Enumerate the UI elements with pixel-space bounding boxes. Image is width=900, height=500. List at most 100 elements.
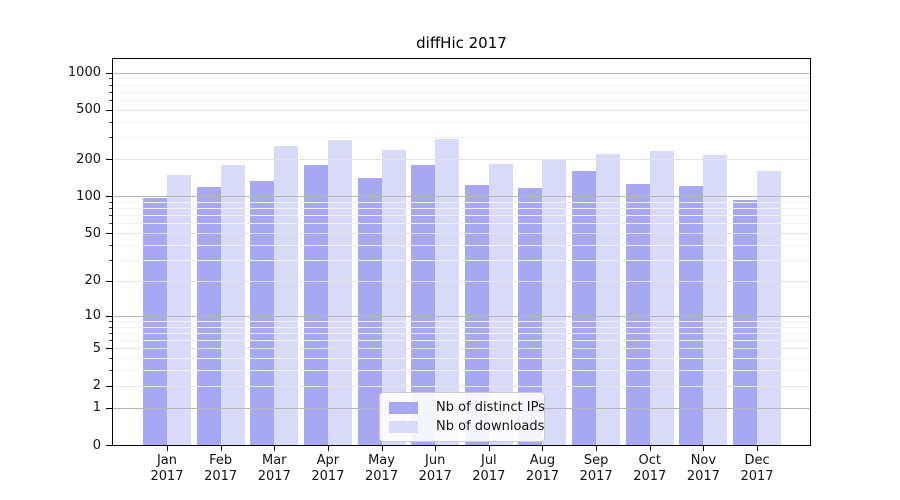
y-minor-tick <box>109 332 112 334</box>
plot-area: 0 1 2 5 10 20 50 100 200 500 1000 Jan 2017 Feb 2017 M… <box>68 58 811 484</box>
x-tick <box>435 445 437 451</box>
y-tick-label: 50 <box>84 225 101 241</box>
bar-downloads <box>220 165 245 445</box>
y-tick <box>106 196 112 198</box>
x-tick <box>327 445 329 451</box>
bar-distinct-ips <box>303 164 328 445</box>
gridline-major <box>113 72 810 74</box>
y-tick <box>106 280 112 282</box>
y-tick-label: 0 <box>92 437 101 453</box>
x-tick <box>596 445 598 451</box>
y-minor-tick <box>109 215 112 217</box>
y-minor-tick <box>109 201 112 203</box>
y-tick-label: 200 <box>76 151 101 167</box>
gridline-minor <box>113 332 810 334</box>
gridline-minor <box>113 84 810 86</box>
gridline-major <box>113 280 810 282</box>
x-tick-label: Jun 2017 <box>418 453 452 484</box>
gridline-minor <box>113 259 810 261</box>
gridline-major <box>113 315 810 317</box>
legend-row-distinct-ips: Nb of distinct IPs <box>389 398 545 417</box>
gridline-minor <box>113 208 810 210</box>
y-tick-label: 2 <box>92 378 101 394</box>
axis-layer: 0 1 2 5 10 20 50 100 200 500 1000 Jan 2017 Feb 2017 M… <box>68 59 810 484</box>
gridline-minor <box>113 358 810 360</box>
y-tick <box>106 348 112 350</box>
gridline-major <box>113 196 810 198</box>
x-tick <box>703 445 705 451</box>
x-tick <box>220 445 222 451</box>
y-minor-tick <box>109 121 112 123</box>
gridline-major <box>113 348 810 350</box>
gridline-minor <box>113 340 810 342</box>
bar-downloads <box>327 140 352 445</box>
chart-title: diffHic 2017 <box>416 34 507 52</box>
gridline-minor <box>113 137 810 139</box>
gridline-minor <box>113 100 810 102</box>
y-tick <box>106 72 112 74</box>
x-tick-label: Feb 2017 <box>204 453 238 484</box>
y-tick-label: 1000 <box>67 65 101 81</box>
gridline-minor <box>113 121 810 123</box>
gridline-minor <box>113 223 810 225</box>
bar-downloads <box>274 145 299 445</box>
gridline-minor <box>113 201 810 203</box>
y-minor-tick <box>109 326 112 328</box>
y-minor-tick <box>109 223 112 225</box>
x-tick-label: Nov 2017 <box>686 453 720 484</box>
y-minor-tick <box>109 320 112 322</box>
legend-swatch-distinct-ips-icon <box>389 401 418 414</box>
bar-distinct-ips <box>250 181 275 445</box>
bar-distinct-ips <box>357 177 382 445</box>
bar-distinct-ips <box>572 171 597 445</box>
x-tick <box>381 445 383 451</box>
x-tick-label: Mar 2017 <box>257 453 291 484</box>
gridline-minor <box>113 78 810 80</box>
y-tick-label: 20 <box>84 273 101 289</box>
y-minor-tick <box>109 340 112 342</box>
y-minor-tick <box>109 259 112 261</box>
gridline-major <box>113 233 810 235</box>
gridline-minor <box>113 215 810 217</box>
bar-downloads <box>167 174 191 445</box>
bar-distinct-ips <box>625 183 650 445</box>
y-tick-label: 500 <box>76 102 101 118</box>
y-minor-tick <box>109 358 112 360</box>
y-tick <box>106 159 112 161</box>
bar-distinct-ips <box>733 200 758 445</box>
x-tick-label: Oct 2017 <box>633 453 667 484</box>
x-tick-label: Jan 2017 <box>150 453 184 484</box>
legend-label-downloads: Nb of downloads <box>436 419 545 434</box>
x-tick-label: Apr 2017 <box>311 453 345 484</box>
y-minor-tick <box>109 78 112 80</box>
x-tick <box>167 445 168 451</box>
y-tick-label: 1 <box>92 400 101 416</box>
y-tick-label: 5 <box>92 340 101 356</box>
y-minor-tick <box>109 91 112 93</box>
x-tick-label: Dec 2017 <box>740 453 774 484</box>
y-minor-tick <box>109 100 112 102</box>
bar-downloads <box>703 155 728 445</box>
gridline-minor <box>113 370 810 372</box>
legend-row-downloads: Nb of downloads <box>389 417 544 436</box>
y-tick <box>106 315 112 317</box>
y-tick-label: 10 <box>84 308 101 324</box>
x-tick-label: May 2017 <box>365 453 399 484</box>
y-tick-label: 100 <box>76 188 101 204</box>
gridline-major <box>113 159 810 161</box>
y-minor-tick <box>109 370 112 372</box>
x-tick-label: Sep 2017 <box>579 453 613 484</box>
legend-label-distinct-ips: Nb of distinct IPs <box>436 400 545 415</box>
y-tick <box>106 109 112 111</box>
y-minor-tick <box>109 84 112 86</box>
x-tick <box>274 445 276 451</box>
x-tick-label: Aug 2017 <box>525 453 560 484</box>
gridline-major <box>113 109 810 111</box>
bar-downloads <box>757 171 782 445</box>
x-tick-label: Jul 2017 <box>472 453 506 484</box>
legend: Nb of distinct IPs Nb of downloads <box>379 392 545 442</box>
y-minor-tick <box>109 137 112 139</box>
grid-layer <box>113 59 810 445</box>
legend-swatch-downloads-icon <box>389 420 418 433</box>
